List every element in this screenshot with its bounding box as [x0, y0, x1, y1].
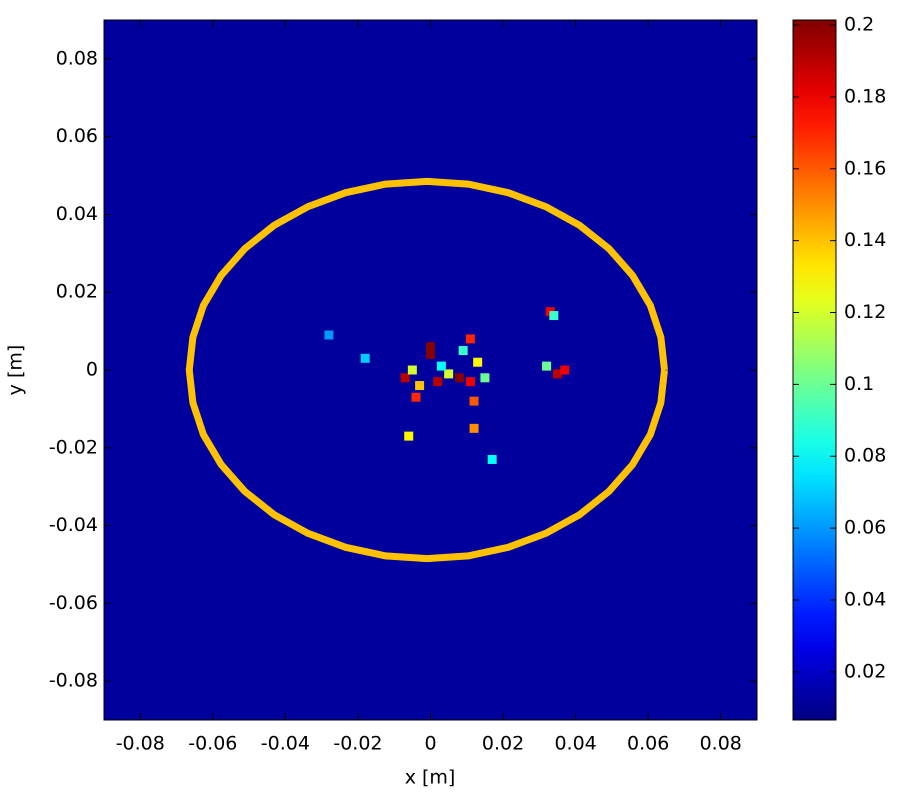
- heat-cell: [415, 381, 425, 391]
- heat-cell: [549, 311, 559, 321]
- colorbar-tick-label: 0.1: [844, 373, 874, 395]
- y-axis-label: y [m]: [5, 345, 27, 396]
- heat-cell: [469, 423, 479, 433]
- x-tick-label: -0.08: [116, 733, 165, 755]
- y-tick-label: -0.08: [49, 670, 98, 692]
- heat-cell: [407, 365, 417, 375]
- y-tick-label: -0.04: [49, 514, 98, 536]
- heat-cell: [436, 361, 446, 371]
- y-tick-label: 0.04: [56, 203, 98, 225]
- colorbar-tick-label: 0.02: [844, 660, 886, 682]
- contour-ring: [185, 177, 668, 563]
- x-tick-label: -0.04: [261, 733, 310, 755]
- y-tick-label: 0.02: [56, 281, 98, 303]
- x-tick-label: -0.02: [333, 733, 382, 755]
- heat-cell: [560, 365, 570, 375]
- x-tick-label: 0.06: [627, 733, 669, 755]
- colorbar: [792, 19, 837, 721]
- heat-cell: [400, 373, 410, 383]
- heat-cell: [455, 373, 465, 383]
- colorbar-tick-label: 0.12: [844, 301, 886, 323]
- heat-cell: [426, 342, 435, 352]
- heat-cell: [426, 349, 435, 359]
- heat-cell: [487, 454, 497, 464]
- heat-cell: [444, 369, 454, 379]
- y-tick-label: 0.08: [56, 47, 98, 69]
- y-tick-label: -0.06: [49, 592, 98, 614]
- heat-cell: [465, 334, 475, 344]
- x-tick-label: -0.06: [188, 733, 237, 755]
- colorbar-tick-label: 0.08: [844, 445, 886, 467]
- x-tick-label: 0.04: [554, 733, 596, 755]
- x-tick-label: 0.02: [482, 733, 524, 755]
- colorbar-tick-label: 0.14: [844, 229, 886, 251]
- heatmap-background: [104, 20, 757, 720]
- heat-cell: [542, 361, 552, 371]
- colorbar-tick-label: 0.16: [844, 157, 886, 179]
- heat-cell: [411, 392, 421, 402]
- heat-cell: [433, 377, 443, 387]
- x-tick-label: 0: [424, 733, 436, 755]
- colorbar-tick-label: 0.18: [844, 85, 886, 107]
- heat-cell: [458, 346, 468, 356]
- heat-cell: [465, 377, 475, 387]
- heat-cell: [552, 369, 562, 379]
- heat-cell: [480, 373, 490, 383]
- y-tick-label: 0: [86, 359, 98, 381]
- heat-cell: [469, 396, 479, 406]
- heat-cell: [360, 353, 370, 363]
- colorbar-tick-label: 0.06: [844, 517, 886, 539]
- x-axis-label: x [m]: [405, 767, 456, 789]
- y-tick-label: 0.06: [56, 125, 98, 147]
- x-tick-label: 0.08: [700, 733, 742, 755]
- y-tick-label: -0.02: [49, 436, 98, 458]
- heat-cell: [473, 357, 483, 367]
- colorbar-tick-label: 0.2: [844, 14, 874, 36]
- colorbar-tick-label: 0.04: [844, 588, 886, 610]
- heat-cell: [404, 431, 414, 441]
- heat-cell: [324, 330, 334, 340]
